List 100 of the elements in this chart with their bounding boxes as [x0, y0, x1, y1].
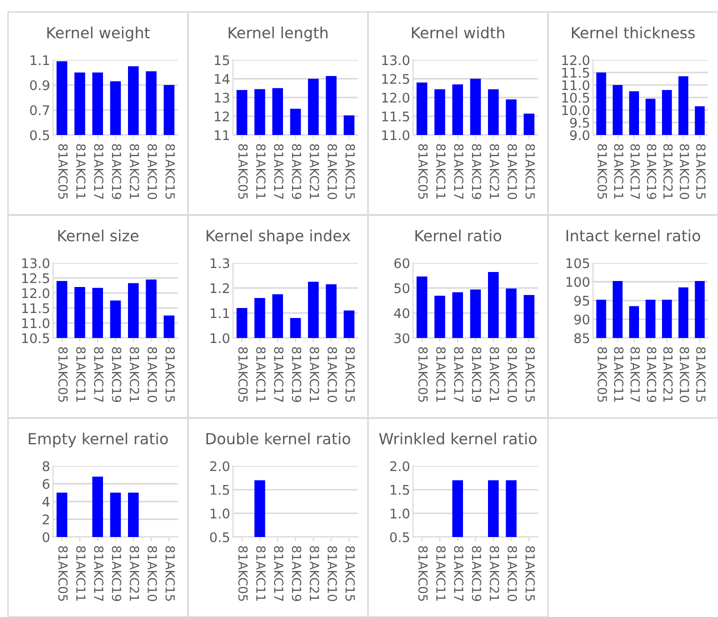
y-tick-label: 12 — [214, 111, 229, 122]
y-tick-label: 0.5 — [210, 532, 230, 542]
x-tick-label: 81AKC15 — [696, 144, 706, 199]
x-tick-label: 81AKC10 — [680, 347, 690, 402]
x-tick-label: 81AKC11 — [614, 144, 624, 199]
x-tick-label: 81AKC10 — [680, 144, 690, 200]
x-tick-label: 81AKC21 — [310, 144, 320, 199]
y-tick-label: 1.1 — [30, 55, 50, 66]
y-tick-label: 9.5 — [570, 118, 590, 128]
x-tick-label: 81AKC05 — [58, 347, 68, 402]
y-tick-label: 1.0 — [390, 508, 410, 519]
y-tick-label: 6 — [42, 478, 50, 489]
y-tick-label: 0.7 — [30, 105, 50, 116]
y-tick-label: 0.5 — [30, 130, 50, 140]
y-tick-label: 0.9 — [30, 80, 50, 90]
x-tick-label: 81AKC17 — [630, 144, 640, 199]
x-tick-label: 81AKC15 — [345, 546, 355, 601]
y-tick-label: 10.5 — [562, 92, 590, 103]
x-tick-label: 81AKC19 — [472, 144, 482, 200]
y-tick-label: 11.0 — [22, 318, 50, 328]
x-tick-label: 81AKC19 — [646, 144, 656, 200]
x-tick-label: 81AKC11 — [436, 144, 446, 199]
x-tick-label: 81AKC19 — [112, 144, 122, 200]
y-tick-label: 8 — [42, 461, 50, 472]
x-tick-label: 81AKC17 — [94, 144, 104, 199]
x-tick-label: 81AKC11 — [436, 347, 446, 402]
y-tick-label: 1.2 — [210, 283, 229, 294]
y-tick-label: 11.5 — [562, 68, 590, 78]
x-tick-label: 81AKC10 — [148, 144, 158, 200]
chart-title: Intact kernel ratio — [566, 230, 700, 242]
y-tick-label: 2.0 — [390, 461, 410, 472]
x-tick-label: 81AKC21 — [490, 546, 500, 601]
y-tick-label: 30 — [394, 333, 410, 344]
chart-title: Kernel length — [228, 26, 328, 42]
x-tick-label: 81AKC11 — [436, 546, 446, 601]
x-tick-label: 81AKC21 — [663, 144, 673, 199]
y-tick-label: 40 — [394, 308, 410, 318]
y-tick-label: 95 — [574, 296, 590, 306]
x-tick-label: 81AKC17 — [454, 347, 464, 402]
y-tick-label: 13 — [214, 92, 230, 103]
x-tick-label: 81AKC15 — [696, 347, 706, 402]
chart-title: Kernel ratio — [415, 230, 502, 242]
x-tick-label: 81AKC17 — [274, 546, 284, 601]
chart-title: Kernel width — [412, 26, 504, 38]
x-tick-label: 81AKC15 — [165, 546, 175, 601]
y-tick-label: 12.5 — [382, 74, 410, 84]
x-tick-label: 81AKC05 — [598, 144, 608, 199]
x-tick-label: 81AKC15 — [525, 546, 535, 601]
y-tick-label: 11.5 — [382, 112, 410, 122]
y-tick-label: 50 — [394, 283, 410, 294]
x-tick-label: 81AKC19 — [112, 347, 122, 402]
y-tick-label: 1.0 — [210, 508, 230, 519]
x-tick-label: 81AKC17 — [274, 347, 284, 402]
y-tick-label: 13.0 — [22, 258, 50, 268]
x-tick-label: 81AKC19 — [646, 347, 656, 402]
x-tick-label: 81AKC05 — [418, 144, 428, 199]
y-tick-label: 100 — [566, 276, 590, 287]
x-tick-label: 81AKC05 — [58, 144, 68, 199]
x-tick-label: 81AKC10 — [148, 347, 158, 402]
x-tick-label: 81AKC05 — [238, 347, 248, 402]
x-tick-label: 81AKC10 — [508, 144, 518, 200]
x-tick-label: 81AKC15 — [345, 144, 355, 199]
y-tick-label: 15 — [214, 55, 230, 66]
x-tick-label: 81AKC21 — [490, 347, 500, 402]
x-tick-label: 81AKC21 — [310, 347, 320, 402]
x-tick-label: 81AKC05 — [238, 546, 248, 601]
y-tick-label: 12.0 — [382, 92, 410, 103]
y-tick-label: 2.0 — [210, 461, 230, 472]
x-tick-label: 81AKC15 — [525, 347, 535, 402]
y-tick-label: 105 — [566, 258, 590, 268]
x-tick-label: 81AKC11 — [76, 144, 86, 199]
chart-title: Kernel size — [58, 230, 138, 242]
y-tick-label: 4 — [42, 496, 50, 507]
y-tick-label: 11.0 — [382, 130, 410, 140]
x-tick-label: 81AKC17 — [94, 546, 104, 601]
x-tick-label: 81AKC05 — [238, 144, 248, 199]
x-tick-label: 81AKC19 — [112, 546, 122, 602]
x-tick-label: 81AKC21 — [663, 347, 673, 402]
x-tick-label: 81AKC15 — [525, 144, 535, 199]
x-tick-label: 81AKC11 — [76, 347, 86, 402]
y-tick-label: 1.0 — [210, 333, 230, 344]
x-tick-label: 81AKC17 — [274, 144, 284, 199]
chart-title: Wrinkled kernel ratio — [379, 432, 537, 444]
y-tick-label: 13.0 — [382, 55, 410, 66]
x-tick-label: 81AKC10 — [328, 144, 338, 200]
y-tick-label: 11.5 — [22, 303, 50, 314]
x-tick-label: 81AKC21 — [130, 546, 140, 601]
x-tick-label: 81AKC05 — [58, 546, 68, 601]
x-tick-label: 81AKC10 — [328, 347, 338, 402]
x-tick-label: 81AKC11 — [256, 144, 266, 199]
y-tick-label: 90 — [574, 314, 590, 324]
chart-title: Kernel shape index — [206, 230, 350, 244]
x-tick-label: 81AKC21 — [130, 144, 140, 199]
x-tick-label: 81AKC15 — [345, 347, 355, 402]
x-tick-label: 81AKC19 — [292, 144, 302, 200]
y-tick-label: 14 — [214, 74, 230, 84]
y-tick-label: 12.5 — [22, 273, 50, 284]
x-tick-label: 81AKC17 — [454, 144, 464, 199]
chart-title: Empty kernel ratio — [28, 432, 168, 448]
chart-title: Double kernel ratio — [206, 432, 350, 444]
